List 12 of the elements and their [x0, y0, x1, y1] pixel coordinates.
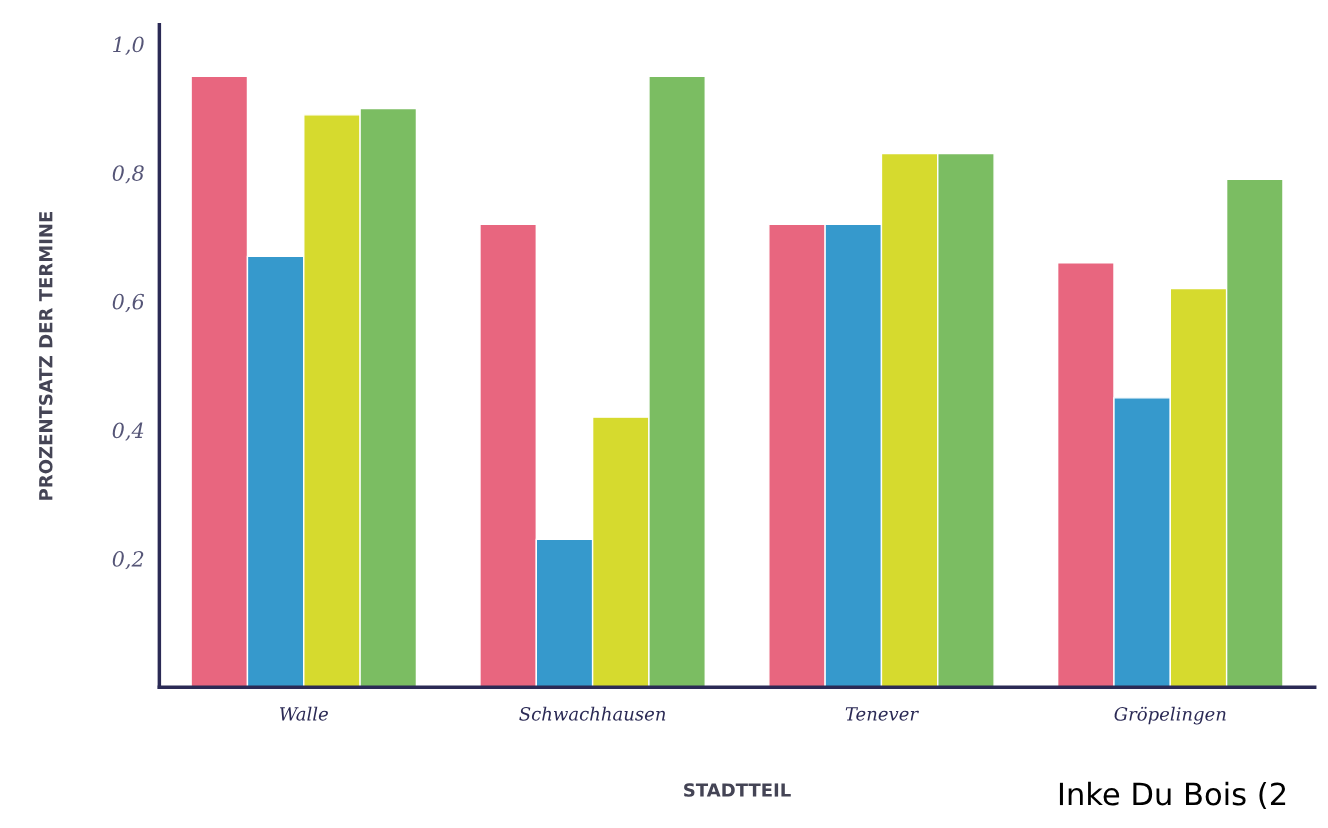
y-tick-label: 0,2 [112, 551, 144, 570]
y-tick-label: 0,4 [112, 422, 144, 441]
x-tick-label: Schwachhausen [519, 706, 666, 721]
y-axis-title: PROZENTSATZ DER TERMINE [38, 211, 53, 500]
y-tick-label: 1,0 [113, 36, 144, 55]
x-tick-label: Walle [279, 706, 328, 721]
x-tick-label: Gröpelingen [1114, 706, 1226, 725]
x-axis-title: STADTTEIL [684, 783, 791, 797]
x-tick-label: Tenever [845, 707, 919, 721]
y-tick-label: 0,8 [112, 165, 144, 184]
text: Inke Du Bois (2 [1059, 781, 1286, 810]
y-tick-label: 0,6 [112, 293, 145, 313]
